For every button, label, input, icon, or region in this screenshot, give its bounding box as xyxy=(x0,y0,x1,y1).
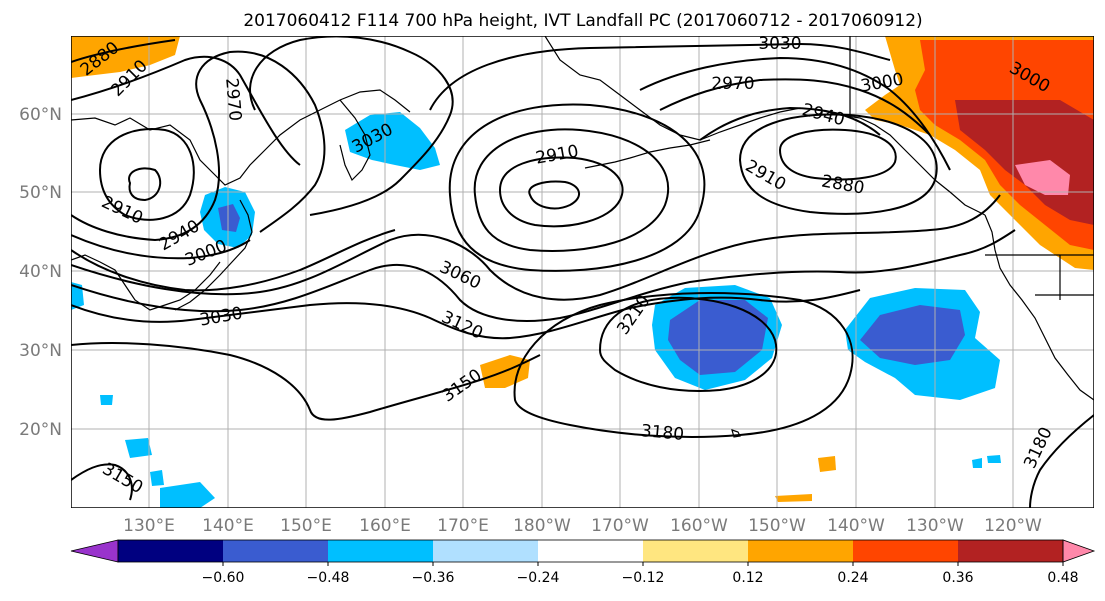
contour-2880-northwest xyxy=(71,39,176,63)
contour-3120 xyxy=(71,289,861,340)
colorbar-segment xyxy=(223,540,329,562)
contour-3180 xyxy=(513,292,854,438)
contour-low-siberia-1 xyxy=(128,167,162,202)
ivt-negative-core-japan xyxy=(218,204,240,232)
lat-label-20n: 20°N xyxy=(19,420,62,440)
ivt-negative-region-south-4 xyxy=(100,395,113,405)
lon-label-170w: 170°W xyxy=(591,516,649,536)
ivt-negative-region-south-3 xyxy=(150,470,164,486)
lat-label-40n: 40°N xyxy=(19,262,62,282)
contour-2970-north xyxy=(659,78,931,136)
lon-label-150w: 150°W xyxy=(748,516,806,536)
colorbar-segment xyxy=(643,540,749,562)
colorbar-tick-label: −0.12 xyxy=(622,570,665,586)
colorbar-segments xyxy=(70,539,1096,563)
colorbar-segment xyxy=(748,540,854,562)
colorbar-tick-label: 0.48 xyxy=(1047,570,1078,586)
contour-2940-north xyxy=(699,106,881,141)
contour-3000-north xyxy=(639,56,951,171)
ivt-positive-region-south xyxy=(775,494,812,502)
contour-ridge-west xyxy=(249,36,454,216)
lat-label-30n: 30°N xyxy=(19,341,62,361)
lon-label-170e: 170°E xyxy=(437,516,489,536)
ivt-negative-region-south-1 xyxy=(125,438,152,458)
colorbar-segment xyxy=(853,540,959,562)
colorbar-segment xyxy=(958,540,1064,562)
height-contours xyxy=(71,36,1094,508)
contour-low-siberia-2 xyxy=(98,128,195,221)
contour-low-central-2 xyxy=(498,156,624,228)
colorbar-segment xyxy=(118,540,224,562)
ivt-positive-region-northwest xyxy=(71,36,180,78)
colorbar-tick-label: −0.24 xyxy=(517,570,560,586)
colorbar: −0.60 −0.48 −0.36 −0.24 −0.12 0.12 0.24 0.36 0.4… xyxy=(70,539,1096,586)
contour-3000-west xyxy=(71,234,251,260)
lon-label-140e: 140°E xyxy=(202,516,254,536)
map-panel: 2880 2910 2970 3030 3000 2940 3030 2910 … xyxy=(71,34,1094,508)
contour-label: 3180 xyxy=(640,421,685,445)
ivt-negative-region-kamchatka xyxy=(345,112,440,170)
contour-label: 2970 xyxy=(221,77,245,122)
colorbar-tick-label: 0.24 xyxy=(837,570,868,586)
contour-low-central-1 xyxy=(528,180,580,210)
contour-3030-north xyxy=(429,42,891,111)
contour-3060 xyxy=(71,194,1001,301)
ivt-negative-core-central-pacific xyxy=(668,300,768,375)
contour-3150-south xyxy=(71,463,133,501)
longitude-labels: 130°E 140°E 150°E 160°E 170°E 180°W 170°… xyxy=(123,516,1042,536)
colorbar-tick-label: 0.12 xyxy=(732,570,763,586)
lon-label-120w: 120°W xyxy=(984,516,1042,536)
coastline-kamchatka xyxy=(339,99,371,182)
coastline-alaska xyxy=(544,36,986,216)
contour-low-central-3 xyxy=(473,128,670,252)
coastlines xyxy=(71,36,1094,438)
ivt-negative-region-east-small xyxy=(972,455,1001,468)
colorbar-tick-label: −0.48 xyxy=(307,570,350,586)
coastline-north-america-west xyxy=(984,214,1094,401)
lon-label-130e: 130°E xyxy=(123,516,175,536)
lat-label-50n: 50°N xyxy=(19,183,62,203)
colorbar-segment xyxy=(538,540,644,562)
contour-3030-west xyxy=(71,229,396,292)
lon-label-150e: 150°E xyxy=(280,516,332,536)
colorbar-extend-max xyxy=(1062,539,1096,563)
coastline-japan xyxy=(174,199,253,311)
lon-label-140w: 140°W xyxy=(827,516,885,536)
colorbar-segment xyxy=(433,540,539,562)
contour-3180-east xyxy=(1029,414,1094,508)
ivt-positive-region-hawaii xyxy=(818,456,836,472)
lat-label-60n: 60°N xyxy=(19,105,62,125)
border-canada-us xyxy=(985,254,1094,300)
contour-2910-northwest xyxy=(71,55,301,166)
ivt-positive-extreme-northeast xyxy=(1015,160,1070,195)
map-title: 2017060412 F114 700 hPa height, IVT Land… xyxy=(243,11,922,31)
contour-low-east-2 xyxy=(738,113,938,215)
colorbar-tick-label: −0.36 xyxy=(412,570,455,586)
lon-label-160e: 160°E xyxy=(359,516,411,536)
colorbar-extend-min xyxy=(70,539,119,563)
contour-3150 xyxy=(71,342,541,421)
colorbar-tick-label: 0.36 xyxy=(942,570,973,586)
latitude-labels: 60°N 50°N 40°N 30°N 20°N xyxy=(19,105,62,440)
contour-low-central-4 xyxy=(448,103,706,272)
contour-label: 3030 xyxy=(758,34,801,54)
colorbar-outline xyxy=(117,539,1064,563)
lon-label-180w: 180°W xyxy=(513,516,571,536)
contour-low-east-1 xyxy=(778,128,897,181)
lon-label-130w: 130°W xyxy=(906,516,964,536)
colorbar-tick-label: −0.60 xyxy=(202,570,245,586)
ivt-shading xyxy=(71,36,1094,508)
colorbar-ticks: −0.60 −0.48 −0.36 −0.24 −0.12 0.12 0.24 0.36 0.4… xyxy=(202,562,1079,586)
contour-label: 2970 xyxy=(711,74,754,94)
contour-3090 xyxy=(71,229,1016,322)
ivt-negative-region-south-2 xyxy=(160,482,215,508)
contour-2970-west xyxy=(71,50,326,242)
colorbar-segment xyxy=(328,540,434,562)
lon-label-160w: 160°W xyxy=(670,516,728,536)
contour-3210 xyxy=(598,296,778,392)
